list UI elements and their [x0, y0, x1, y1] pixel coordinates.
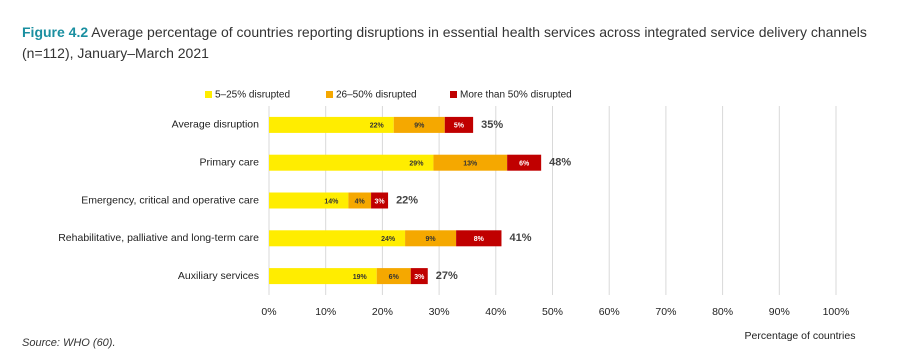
category-label: Primary care — [199, 156, 259, 168]
x-tick-label: 10% — [315, 306, 336, 318]
segment-label: 9% — [414, 123, 425, 130]
legend-label: More than 50% disrupted — [460, 90, 572, 101]
source: Source: WHO (60). — [22, 337, 116, 349]
bar-segment — [269, 192, 349, 209]
bar-segment — [376, 268, 411, 285]
bar-segment — [269, 230, 406, 247]
segment-label: 5% — [454, 123, 465, 130]
total-label: 27% — [436, 270, 458, 282]
figure-label: Figure 4.2 — [22, 24, 89, 40]
x-tick-label: 40% — [485, 306, 506, 318]
total-label: 48% — [549, 157, 571, 169]
x-tick-label: 60% — [599, 306, 620, 318]
segment-label: 4% — [355, 198, 366, 205]
x-tick-label: 80% — [712, 306, 733, 318]
bar-segment — [433, 154, 508, 171]
category-label: Average disruption — [172, 119, 260, 131]
category-label: Auxiliary services — [178, 270, 259, 282]
bar-segment — [393, 116, 445, 133]
segment-label: 3% — [414, 274, 425, 281]
segment-label: 14% — [324, 198, 339, 205]
x-tick-label: 50% — [542, 306, 563, 318]
bar-segment — [371, 192, 389, 209]
bar-segment — [507, 154, 542, 171]
x-tick-label: 0% — [261, 306, 276, 318]
bar-segment — [348, 192, 372, 209]
legend-label: 26–50% disrupted — [336, 90, 417, 101]
bar-segment — [269, 116, 394, 133]
chart-title: Figure 4.2 Average percentage of countri… — [22, 22, 892, 64]
segment-label: 3% — [375, 198, 386, 205]
title-text: Average percentage of countries reportin… — [22, 24, 867, 61]
bar-segment — [269, 268, 377, 285]
bar-segment — [456, 230, 502, 247]
legend-swatch — [205, 91, 212, 98]
bar-segment — [269, 154, 434, 171]
bar-segment — [444, 116, 474, 133]
segment-label: 6% — [389, 274, 400, 281]
segment-label: 9% — [426, 236, 437, 243]
category-label: Rehabilitative, palliative and long-term… — [58, 232, 259, 244]
x-tick-label: 70% — [655, 306, 676, 318]
legend-label: 5–25% disrupted — [215, 90, 290, 101]
bar-segment — [410, 268, 428, 285]
x-tick-label: 30% — [429, 306, 450, 318]
total-label: 41% — [509, 232, 531, 244]
segment-label: 29% — [409, 161, 424, 168]
x-tick-label: 20% — [372, 306, 393, 318]
segment-label: 24% — [381, 236, 396, 243]
category-label: Emergency, critical and operative care — [81, 194, 259, 206]
segment-label: 22% — [370, 123, 385, 130]
legend-swatch — [450, 91, 457, 98]
segment-label: 6% — [519, 161, 530, 168]
bar-segment — [405, 230, 457, 247]
legend-swatch — [326, 91, 333, 98]
segment-label: 19% — [353, 274, 368, 281]
segment-label: 13% — [463, 161, 478, 168]
x-axis-label: Percentage of countries — [745, 330, 856, 342]
total-label: 22% — [396, 194, 418, 206]
segment-label: 8% — [474, 236, 485, 243]
total-label: 35% — [481, 119, 503, 131]
x-tick-label: 90% — [769, 306, 790, 318]
x-tick-label: 100% — [823, 306, 850, 318]
